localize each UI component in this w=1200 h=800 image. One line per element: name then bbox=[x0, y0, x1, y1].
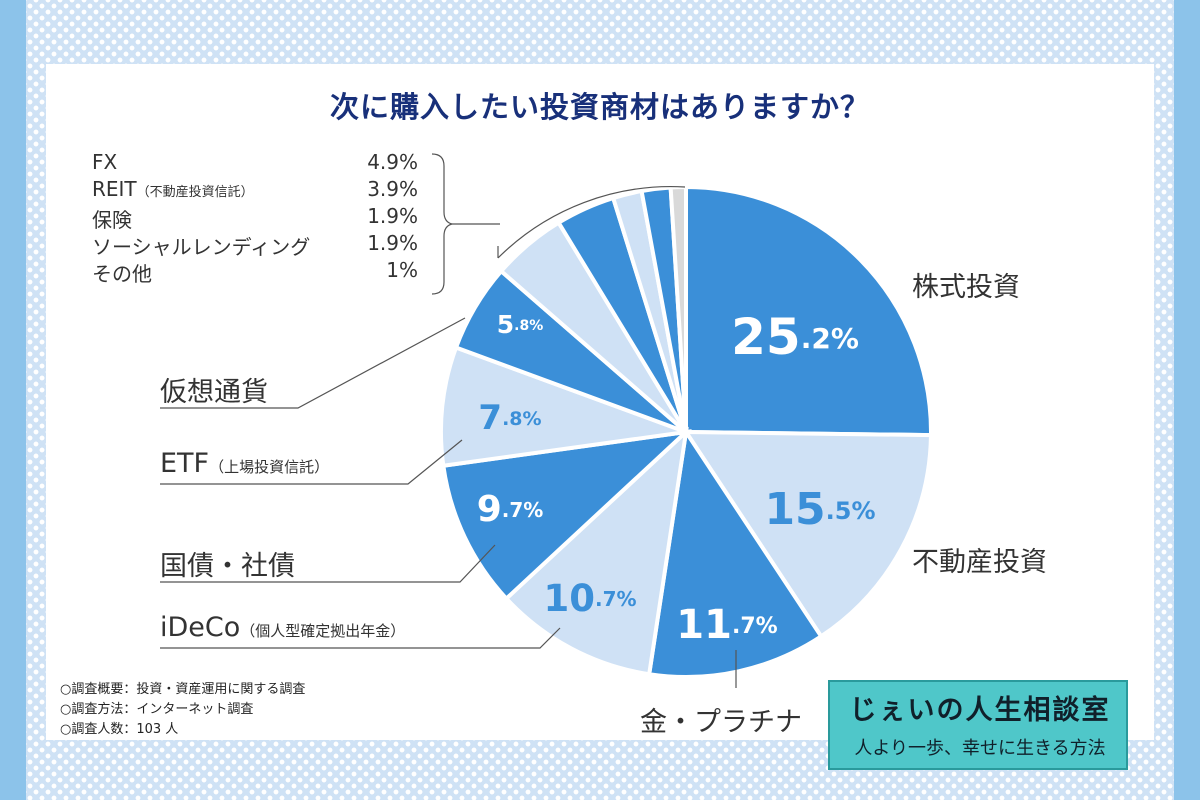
other-label: ソーシャルレンディング bbox=[92, 235, 311, 259]
other-row-insurance: 保険 1.9% bbox=[92, 204, 418, 232]
other-label: FX bbox=[92, 150, 118, 174]
label-stocks: 株式投資 bbox=[912, 272, 1020, 303]
chart-title: 次に購入したい投資商材はありますか？ bbox=[329, 90, 870, 124]
others-brace bbox=[431, 153, 453, 295]
other-label: その他 bbox=[92, 262, 152, 286]
slice-value-label: 10.7% bbox=[543, 577, 636, 620]
other-label: 保険 bbox=[92, 208, 132, 232]
label-real-estate: 不動産投資 bbox=[912, 547, 1047, 578]
label-bonds: 国債・社債 bbox=[160, 551, 295, 582]
logo-tagline: 人より一歩、幸せに生きる方法 bbox=[854, 738, 1106, 759]
slice-value-label: 7.8% bbox=[478, 398, 541, 438]
other-value: 3.9% bbox=[367, 177, 418, 201]
leader-bonds bbox=[160, 544, 496, 583]
survey-overview: ○調査概要：投資・資産運用に関する調査 bbox=[60, 682, 306, 697]
pie-slice bbox=[646, 426, 824, 679]
other-value: 1.9% bbox=[367, 204, 418, 228]
leader-ideco bbox=[160, 627, 561, 649]
other-row-social-lending: ソーシャルレンディング 1.9% bbox=[92, 231, 418, 259]
label-crypto: 仮想通貨 bbox=[160, 377, 268, 408]
leader-crypto bbox=[160, 317, 466, 409]
other-value: 1% bbox=[386, 258, 418, 282]
pie-slice bbox=[439, 344, 687, 469]
pie-slice bbox=[682, 429, 934, 640]
pie-slice bbox=[441, 429, 693, 602]
survey-method: ○調査方法：インターネット調査 bbox=[60, 702, 254, 717]
logo-title: じぇいの人生相談室 bbox=[849, 695, 1111, 726]
other-value: 1.9% bbox=[367, 231, 418, 255]
other-row-reit: REIT（不動産投資信託） 3.9% bbox=[92, 177, 418, 205]
others-bracket-arc bbox=[497, 185, 686, 259]
other-label: REIT（不動産投資信託） bbox=[92, 177, 254, 201]
other-row-other: その他 1% bbox=[92, 258, 418, 286]
slice-value-label: 5.8% bbox=[497, 310, 544, 339]
brand-logo: じぇいの人生相談室 人より一歩、幸せに生きる方法 bbox=[828, 680, 1128, 770]
leader-etf bbox=[160, 439, 463, 485]
label-etf: ETF（上場投資信託） bbox=[160, 448, 330, 479]
slice-value-label: 25.2% bbox=[731, 308, 859, 366]
slice-value-label: 15.5% bbox=[764, 484, 875, 535]
label-gold-platinum: 金・プラチナ bbox=[640, 707, 802, 738]
slice-value-label: 9.7% bbox=[477, 489, 544, 530]
pie-slice bbox=[684, 184, 933, 438]
survey-count: ○調査人数：103 人 bbox=[60, 722, 179, 737]
slice-value-label: 11.7% bbox=[676, 602, 777, 648]
pie-slice bbox=[503, 426, 689, 677]
other-row-fx: FX 4.9% bbox=[92, 150, 418, 178]
survey-notes: ○調査概要：投資・資産運用に関する調査 ○調査方法：インターネット調査 ○調査人… bbox=[60, 680, 305, 740]
other-value: 4.9% bbox=[367, 150, 418, 174]
label-ideco: iDeCo（個人型確定拠出年金） bbox=[160, 612, 406, 643]
